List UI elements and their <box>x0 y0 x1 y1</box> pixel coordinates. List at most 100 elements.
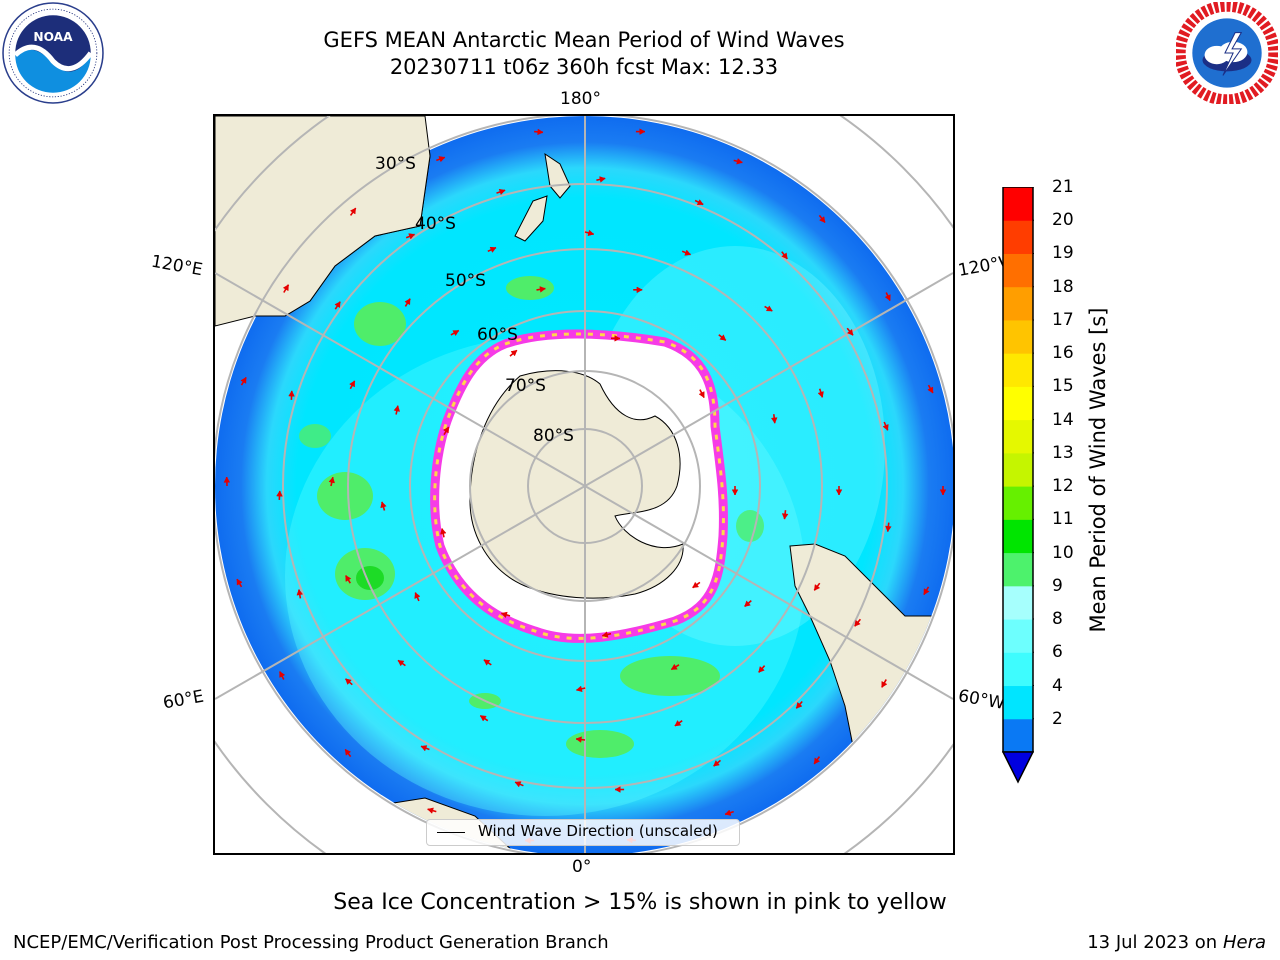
wind-wave-arrowhead <box>674 720 682 727</box>
wind-wave-arrowhead <box>795 701 803 709</box>
wind-wave-arrowhead <box>328 476 335 484</box>
colorbar-segment <box>1003 386 1033 421</box>
wind-wave-arrowhead <box>420 745 428 752</box>
chart-title: GEFS MEAN Antarctic Mean Period of Wind … <box>323 28 845 52</box>
wind-wave-arrowhead <box>240 376 247 384</box>
colorbar-segment <box>1003 519 1033 554</box>
lon-label-180: 180° <box>560 89 601 109</box>
colorbar-segment <box>1003 319 1033 354</box>
wind-wave-arrowhead <box>537 128 544 136</box>
antarctica-land <box>469 370 684 599</box>
wind-wave-arrowhead <box>539 286 546 293</box>
lon-label-120e: 120°E <box>149 251 205 281</box>
wind-wave-arrowhead <box>927 386 934 394</box>
colorbar-tick-label: 15 <box>1052 376 1074 397</box>
wind-wave-arrowhead <box>438 156 446 163</box>
wind-wave-arrowhead <box>639 128 646 135</box>
colorbar-tick-label: 17 <box>1052 309 1074 330</box>
colorbar <box>1002 187 1034 784</box>
colorbar-segment <box>1003 652 1033 687</box>
colorbar-tick-label: 6 <box>1052 642 1063 663</box>
wind-wave-arrowhead <box>587 229 595 237</box>
svg-text:NOAA: NOAA <box>33 30 73 44</box>
wind-wave-arrowhead <box>698 391 705 399</box>
colorbar-tick-label: 4 <box>1052 675 1063 696</box>
wind-wave-arrowhead <box>692 581 700 589</box>
lat-label-40s: 40°S <box>415 214 456 234</box>
wind-wave-arrowhead <box>758 666 765 673</box>
chart-subtitle: 20230711 t06z 360h fcst Max: 12.33 <box>389 55 779 79</box>
wind-wave-arrowhead <box>282 284 289 292</box>
new-zealand-land <box>514 152 571 242</box>
wind-wave-arrowhead <box>236 578 243 586</box>
colorbar-tick-label: 8 <box>1052 609 1063 630</box>
wind-wave-arrowhead <box>744 600 751 607</box>
wind-wave-arrowhead <box>334 301 341 309</box>
colorbar-segment <box>1003 452 1033 487</box>
wind-wave-arrowhead <box>575 736 582 743</box>
colorbar-tick-label: 19 <box>1052 243 1074 264</box>
wind-wave-arrowhead <box>443 426 449 434</box>
colorbar-segment <box>1003 220 1033 254</box>
colorbar-tick-label: 10 <box>1052 542 1074 563</box>
wind-wave-arrowhead <box>813 757 821 765</box>
wind-wave-arrowhead <box>835 489 843 496</box>
wind-wave-arrowhead <box>813 584 821 591</box>
wind-wave-arrowhead <box>514 781 522 788</box>
wind-wave-arrowhead <box>817 391 824 398</box>
wind-wave-arrowhead <box>483 659 491 666</box>
wind-wave-arrowhead <box>479 715 487 722</box>
colorbar-tick-label: 9 <box>1052 575 1063 596</box>
colorbar-segment <box>1003 419 1033 454</box>
wind-wave-arrowhead <box>349 207 356 215</box>
wind-wave-arrowhead <box>296 588 304 596</box>
lat-label-80s: 80°S <box>533 426 574 446</box>
wind-wave-arrowhead <box>736 158 743 165</box>
wind-wave-arrowhead <box>510 349 518 357</box>
sea-ice-note: Sea Ice Concentration > 15% is shown in … <box>333 890 947 915</box>
wind-wave-arrowhead <box>614 786 621 793</box>
map-legend: Wind Wave Direction (unscaled) <box>426 819 740 846</box>
wind-wave-arrowhead <box>601 631 609 638</box>
wind-wave-arrowhead <box>885 525 892 533</box>
wind-wave-arrowhead <box>397 660 405 667</box>
wind-wave-arrowhead <box>724 809 732 816</box>
nws-logo-icon <box>1176 2 1278 104</box>
wind-wave-arrowhead <box>854 619 861 627</box>
lon-label-60e: 60°E <box>161 686 206 714</box>
legend-label: Wind Wave Direction (unscaled) <box>478 822 718 840</box>
lon-label-60w: 60°W <box>956 686 1007 714</box>
wind-wave-arrowhead <box>427 807 434 814</box>
colorbar-segment <box>1003 353 1033 387</box>
wind-wave-arrowhead <box>276 490 283 497</box>
lat-label-60s: 60°S <box>477 325 518 345</box>
colorbar-segment <box>1003 253 1033 288</box>
colorbar-tick-label: 21 <box>1052 177 1074 197</box>
wind-wave-arrowhead <box>414 592 421 599</box>
wind-wave-arrowhead <box>344 748 352 756</box>
wind-wave-arrowhead <box>846 328 854 336</box>
wind-wave-arrowhead <box>599 176 606 183</box>
map-panel: 30°S 40°S 50°S 60°S 70°S 80°S <box>213 114 955 855</box>
colorbar-segment <box>1003 585 1033 620</box>
colorbar-tick-label: 20 <box>1052 210 1074 231</box>
lat-label-50s: 50°S <box>445 271 486 291</box>
wind-wave-arrowhead <box>498 188 506 196</box>
legend-line-swatch <box>437 832 465 833</box>
wind-wave-arrowhead <box>819 216 826 223</box>
lat-label-70s: 70°S <box>505 376 546 396</box>
wind-wave-arrowhead <box>713 760 720 767</box>
wind-wave-arrowhead <box>696 199 704 205</box>
wind-wave-arrowhead <box>684 249 692 256</box>
wind-wave-arrowhead <box>349 380 355 388</box>
wind-wave-arrowhead <box>500 611 508 619</box>
footer-date: 13 Jul 2023 on Hera <box>1087 932 1266 953</box>
colorbar-segment <box>1003 685 1033 720</box>
colorbar-tick-label: 13 <box>1052 442 1074 463</box>
wind-wave-arrowhead <box>670 663 678 670</box>
wind-wave-arrowhead <box>884 294 891 302</box>
meridian-lines <box>215 116 953 853</box>
wind-wave-arrowhead <box>440 527 447 535</box>
wind-wave-arrowhead <box>770 417 778 424</box>
wind-wave-arrows <box>223 128 947 844</box>
